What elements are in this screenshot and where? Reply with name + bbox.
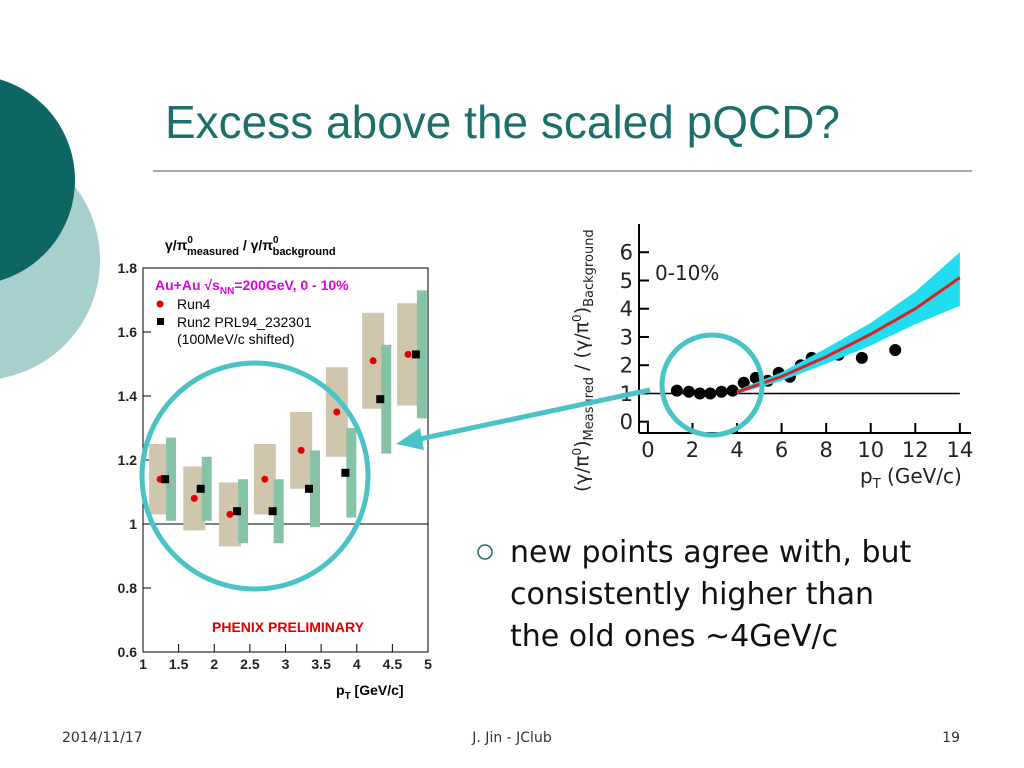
point [161, 475, 170, 484]
error-band [737, 252, 960, 395]
x-axis-label: pT [GeV/c] [336, 682, 404, 702]
sys-box [201, 456, 212, 521]
footer-author: J. Jin - JClub [471, 730, 552, 746]
legend-marker [156, 300, 164, 308]
legend-label: Run2 PRL94_232301 [177, 314, 312, 330]
x-tick-label: 1 [139, 656, 147, 672]
x-tick-label: 2 [210, 656, 218, 672]
x-tick-label: 3.5 [311, 656, 331, 672]
y-tick-label: 1.2 [118, 452, 138, 468]
footer-page: 19 [942, 730, 960, 746]
point [190, 494, 198, 502]
bullet-line: new points agree with, but [510, 535, 912, 570]
sys-box [310, 450, 321, 528]
x-tick-label: 1.5 [169, 656, 189, 672]
y-axis-label: (γ/π0)Measured / (γ/π0)Background [570, 229, 597, 492]
point [726, 384, 739, 397]
y-tick-label: 1.4 [118, 388, 138, 404]
y-tick-label: 3 [620, 325, 633, 349]
highlight-circle [139, 360, 371, 592]
left-chart: γ/π0 measured / γ/π0 background Au+Au √sNN… [118, 235, 433, 702]
point [889, 343, 902, 356]
x-axis-label: pT (GeV/c) [860, 464, 962, 492]
y-tick-label: 2 [620, 354, 633, 378]
sys-box [416, 290, 427, 419]
arrow-head [396, 428, 424, 450]
y-tick-label: 1.8 [118, 260, 138, 276]
x-tick-label: 14 [946, 438, 973, 462]
y-tick-label: 6 [620, 241, 633, 265]
y-tick-label: 5 [620, 269, 633, 293]
point [704, 387, 717, 400]
x-tick-label: 4.5 [383, 656, 403, 672]
point [670, 384, 683, 397]
point [226, 510, 234, 518]
legend-header: Au+Au √sNN=200GeV, 0 - 10% [155, 277, 349, 297]
x-tick-label: 4 [730, 438, 743, 462]
sys-box [273, 479, 284, 544]
y-tick-label: 0.6 [118, 644, 138, 660]
point [268, 507, 277, 516]
footer-date: 2014/11/17 [62, 730, 143, 746]
x-tick-label: 10 [857, 438, 884, 462]
point [693, 387, 706, 400]
point [682, 385, 695, 398]
point [341, 468, 350, 477]
highlight-circle [659, 332, 765, 438]
point [411, 350, 420, 359]
point [333, 408, 341, 416]
annotation: 0-10% [655, 261, 719, 285]
y-tick-label: 1 [129, 516, 137, 532]
sys-box [346, 428, 357, 518]
x-tick-label: 4 [353, 656, 361, 672]
bullet-line: consistently higher than [510, 577, 874, 612]
right-chart: 0-10% pT (GeV/c) (γ/π0)Measured / (γ/π0)… [570, 224, 973, 492]
x-tick-label: 2 [686, 438, 699, 462]
point [233, 507, 242, 516]
legend-label: Run4 [177, 296, 211, 312]
arrow [414, 387, 651, 443]
x-tick-label: 12 [902, 438, 929, 462]
point [737, 376, 750, 389]
x-tick-label: 6 [775, 438, 788, 462]
fit-line [736, 276, 961, 394]
y-tick-label: 0 [620, 410, 633, 434]
point [855, 351, 868, 364]
y-tick-label: 0.8 [118, 580, 138, 596]
point [376, 395, 385, 404]
point [297, 446, 305, 454]
slide-title: Excess above the scaled pQCD? [165, 96, 840, 148]
x-tick-label: 8 [819, 438, 832, 462]
x-tick-label: 2.5 [240, 656, 260, 672]
x-tick-label: 3 [282, 656, 290, 672]
x-tick-label: 5 [424, 656, 432, 672]
legend-label: (100MeV/c shifted) [177, 331, 295, 347]
sys-box [238, 479, 249, 544]
point [369, 357, 377, 365]
point [404, 350, 412, 358]
sys-box [381, 344, 392, 454]
y-tick-label: 4 [620, 297, 633, 321]
y-tick-label: 1.6 [118, 324, 138, 340]
point [715, 385, 728, 398]
annotation: PHENIX PRELIMINARY [212, 619, 365, 635]
deco-circle [0, 79, 75, 281]
bullet-marker [477, 544, 493, 560]
chart-title: γ/π0 measured / γ/π0 background [165, 235, 336, 258]
bullet-line: the old ones ~4GeV/c [510, 619, 838, 654]
x-tick-label: 0 [641, 438, 654, 462]
point [305, 484, 314, 493]
legend-marker [157, 318, 164, 325]
sys-box [166, 437, 177, 521]
point [196, 484, 205, 493]
point [261, 475, 269, 483]
